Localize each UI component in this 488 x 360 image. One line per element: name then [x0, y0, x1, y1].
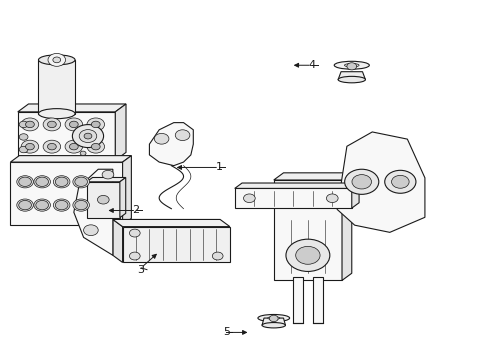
Ellipse shape — [333, 61, 368, 69]
Polygon shape — [262, 318, 285, 325]
Circle shape — [55, 177, 68, 186]
Circle shape — [391, 175, 408, 188]
Circle shape — [154, 134, 168, 144]
Circle shape — [91, 121, 100, 128]
Circle shape — [175, 130, 189, 140]
Polygon shape — [273, 180, 341, 280]
Ellipse shape — [73, 176, 89, 188]
Text: 2: 2 — [132, 206, 140, 216]
FancyBboxPatch shape — [86, 182, 120, 218]
Polygon shape — [18, 112, 115, 160]
Polygon shape — [86, 177, 125, 182]
Text: 1: 1 — [215, 162, 222, 172]
Circle shape — [25, 143, 34, 150]
Polygon shape — [122, 156, 131, 225]
Polygon shape — [10, 162, 122, 225]
Ellipse shape — [53, 199, 70, 211]
Circle shape — [295, 246, 320, 264]
Circle shape — [87, 140, 104, 153]
Polygon shape — [113, 220, 229, 226]
Polygon shape — [337, 72, 365, 80]
Circle shape — [129, 252, 140, 260]
Text: 5: 5 — [223, 327, 229, 337]
Circle shape — [84, 133, 92, 139]
Circle shape — [19, 146, 28, 153]
Circle shape — [384, 170, 415, 193]
Ellipse shape — [267, 317, 279, 319]
Polygon shape — [234, 183, 358, 188]
Circle shape — [285, 239, 329, 271]
Circle shape — [75, 201, 87, 210]
Ellipse shape — [39, 55, 75, 65]
Polygon shape — [120, 177, 125, 218]
Circle shape — [69, 121, 78, 128]
Circle shape — [75, 177, 87, 186]
Circle shape — [212, 252, 223, 260]
Polygon shape — [74, 169, 113, 255]
Circle shape — [83, 225, 98, 235]
Circle shape — [25, 121, 34, 128]
Ellipse shape — [34, 176, 50, 188]
Circle shape — [97, 195, 109, 204]
Circle shape — [69, 143, 78, 150]
Circle shape — [55, 201, 68, 210]
Circle shape — [19, 177, 31, 186]
Circle shape — [19, 201, 31, 210]
Text: 3: 3 — [137, 265, 144, 275]
Polygon shape — [336, 132, 424, 232]
Circle shape — [269, 315, 278, 321]
Circle shape — [21, 118, 39, 131]
Ellipse shape — [53, 176, 70, 188]
Circle shape — [65, 140, 82, 153]
Circle shape — [19, 134, 28, 140]
Circle shape — [346, 63, 356, 70]
Polygon shape — [149, 123, 193, 166]
Ellipse shape — [17, 199, 33, 211]
Ellipse shape — [73, 199, 89, 211]
FancyBboxPatch shape — [292, 277, 302, 323]
Ellipse shape — [337, 76, 365, 83]
Circle shape — [91, 143, 100, 150]
Circle shape — [72, 125, 103, 148]
Polygon shape — [113, 220, 122, 262]
Ellipse shape — [257, 315, 289, 321]
Circle shape — [43, 118, 61, 131]
Ellipse shape — [17, 176, 33, 188]
Circle shape — [47, 121, 56, 128]
Circle shape — [129, 229, 140, 237]
Polygon shape — [122, 226, 229, 262]
Circle shape — [47, 143, 56, 150]
Polygon shape — [351, 183, 358, 208]
Circle shape — [48, 53, 65, 66]
Circle shape — [326, 194, 337, 203]
Circle shape — [79, 130, 97, 143]
Polygon shape — [10, 156, 131, 162]
Polygon shape — [341, 173, 351, 280]
Ellipse shape — [34, 199, 50, 211]
Circle shape — [65, 118, 82, 131]
Polygon shape — [115, 104, 126, 160]
Circle shape — [344, 169, 378, 194]
Circle shape — [36, 201, 48, 210]
Text: 4: 4 — [307, 60, 315, 70]
Ellipse shape — [262, 323, 285, 328]
Circle shape — [43, 140, 61, 153]
Circle shape — [21, 140, 39, 153]
FancyBboxPatch shape — [313, 277, 323, 323]
Circle shape — [19, 121, 28, 128]
Circle shape — [36, 177, 48, 186]
Circle shape — [80, 151, 86, 156]
Ellipse shape — [344, 63, 358, 67]
Polygon shape — [273, 173, 351, 180]
Circle shape — [102, 170, 114, 179]
Polygon shape — [39, 60, 75, 114]
Circle shape — [243, 194, 255, 203]
Ellipse shape — [39, 109, 75, 119]
Circle shape — [87, 118, 104, 131]
Polygon shape — [18, 104, 126, 112]
Polygon shape — [234, 188, 351, 208]
Circle shape — [53, 57, 61, 63]
Circle shape — [351, 175, 371, 189]
